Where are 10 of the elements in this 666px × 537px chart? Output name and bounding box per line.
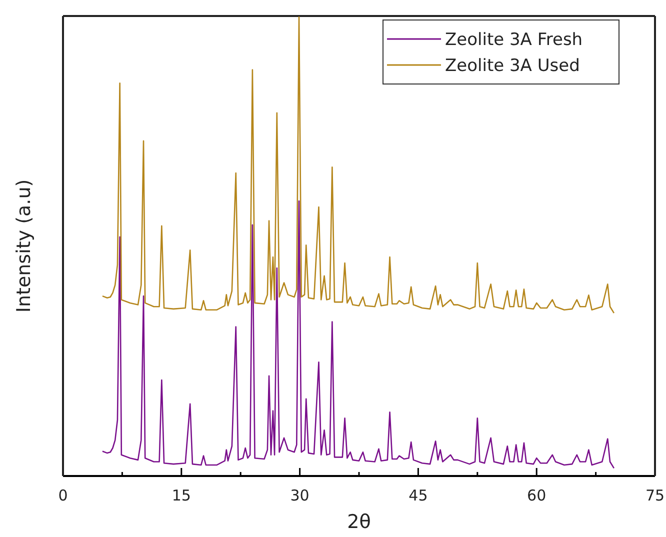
- legend-label: Zeolite 3A Used: [445, 56, 580, 76]
- x-tick-label: 30: [290, 486, 310, 505]
- x-tick-label: 60: [527, 486, 546, 505]
- x-tick-label: 75: [645, 486, 665, 505]
- legend-label: Zeolite 3A Fresh: [445, 30, 583, 50]
- x-tick-label: 15: [172, 486, 191, 505]
- y-axis-title: Intensity (a.u): [13, 179, 35, 313]
- x-tick-label: 0: [58, 486, 68, 505]
- x-tick-label: 45: [408, 486, 428, 505]
- x-axis-title: 2θ: [347, 511, 371, 533]
